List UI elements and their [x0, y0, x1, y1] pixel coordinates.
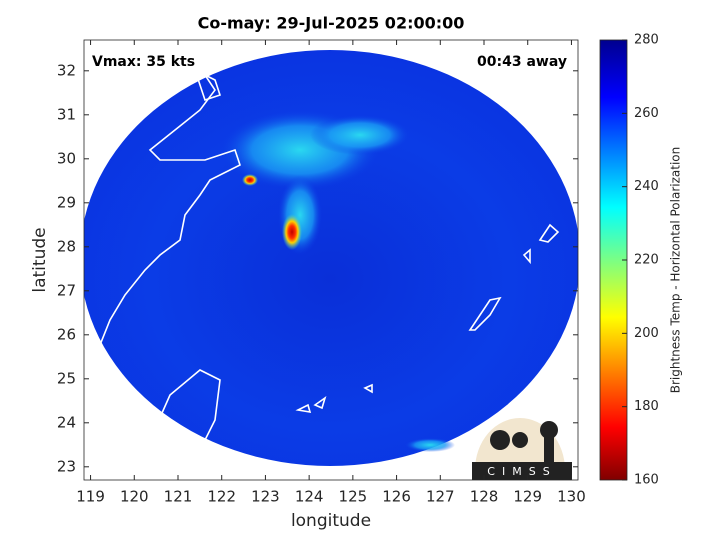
y-tick-label: 29 — [57, 193, 76, 211]
logo: CIMSS — [472, 418, 572, 480]
y-tick-label: 25 — [57, 369, 76, 387]
annotation: 00:43 away — [477, 54, 567, 70]
x-tick-label: 128 — [470, 488, 499, 506]
warm-cloud — [405, 438, 455, 452]
x-tick-label: 121 — [164, 488, 193, 506]
x-tick-label: 125 — [339, 488, 368, 506]
y-tick-label: 24 — [57, 413, 76, 431]
y-tick-label: 32 — [57, 61, 76, 79]
y-tick-label: 27 — [57, 281, 76, 299]
y-axis-label: latitude — [30, 227, 50, 292]
x-tick-label: 127 — [426, 488, 455, 506]
colorbar-tick-label: 280 — [634, 33, 659, 48]
axes-box — [83, 39, 579, 481]
convection — [242, 174, 258, 186]
colorbar-tick-label: 160 — [634, 473, 659, 488]
convection — [282, 214, 302, 250]
x-tick-label: 119 — [76, 488, 105, 506]
x-tick-label: 120 — [120, 488, 149, 506]
y-tick-label: 30 — [57, 149, 76, 167]
annotation: Vmax: 35 kts — [92, 54, 195, 70]
y-tick-label: 26 — [57, 325, 76, 343]
swath — [84, 50, 578, 466]
chart-title: Co-may: 29-Jul-2025 02:00:00 — [198, 14, 465, 33]
colorbar-tick-label: 200 — [634, 326, 659, 341]
y-tick-label: 28 — [57, 237, 76, 255]
warm-cloud — [310, 115, 410, 155]
x-tick-label: 129 — [513, 488, 542, 506]
x-tick-label: 130 — [557, 488, 586, 506]
colorbar-tick-label: 240 — [634, 179, 659, 194]
x-tick-label: 122 — [207, 488, 236, 506]
x-tick-label: 124 — [295, 488, 324, 506]
x-tick-label: 126 — [382, 488, 411, 506]
colorbar-tick-label: 260 — [634, 106, 659, 121]
y-tick-label: 31 — [57, 105, 76, 123]
x-axis-label: longitude — [291, 511, 371, 531]
colorbar-label: Brightness Temp - Horizontal Polarizatio… — [669, 147, 683, 394]
y-tick-label: 23 — [57, 457, 76, 475]
colorbar-tick-label: 220 — [634, 253, 659, 268]
logo-text: CIMSS — [487, 465, 556, 478]
imagery: CIMSS — [84, 40, 578, 480]
coastline — [84, 40, 560, 480]
colorbar-tick-label: 180 — [634, 399, 659, 414]
x-tick-label: 123 — [251, 488, 280, 506]
